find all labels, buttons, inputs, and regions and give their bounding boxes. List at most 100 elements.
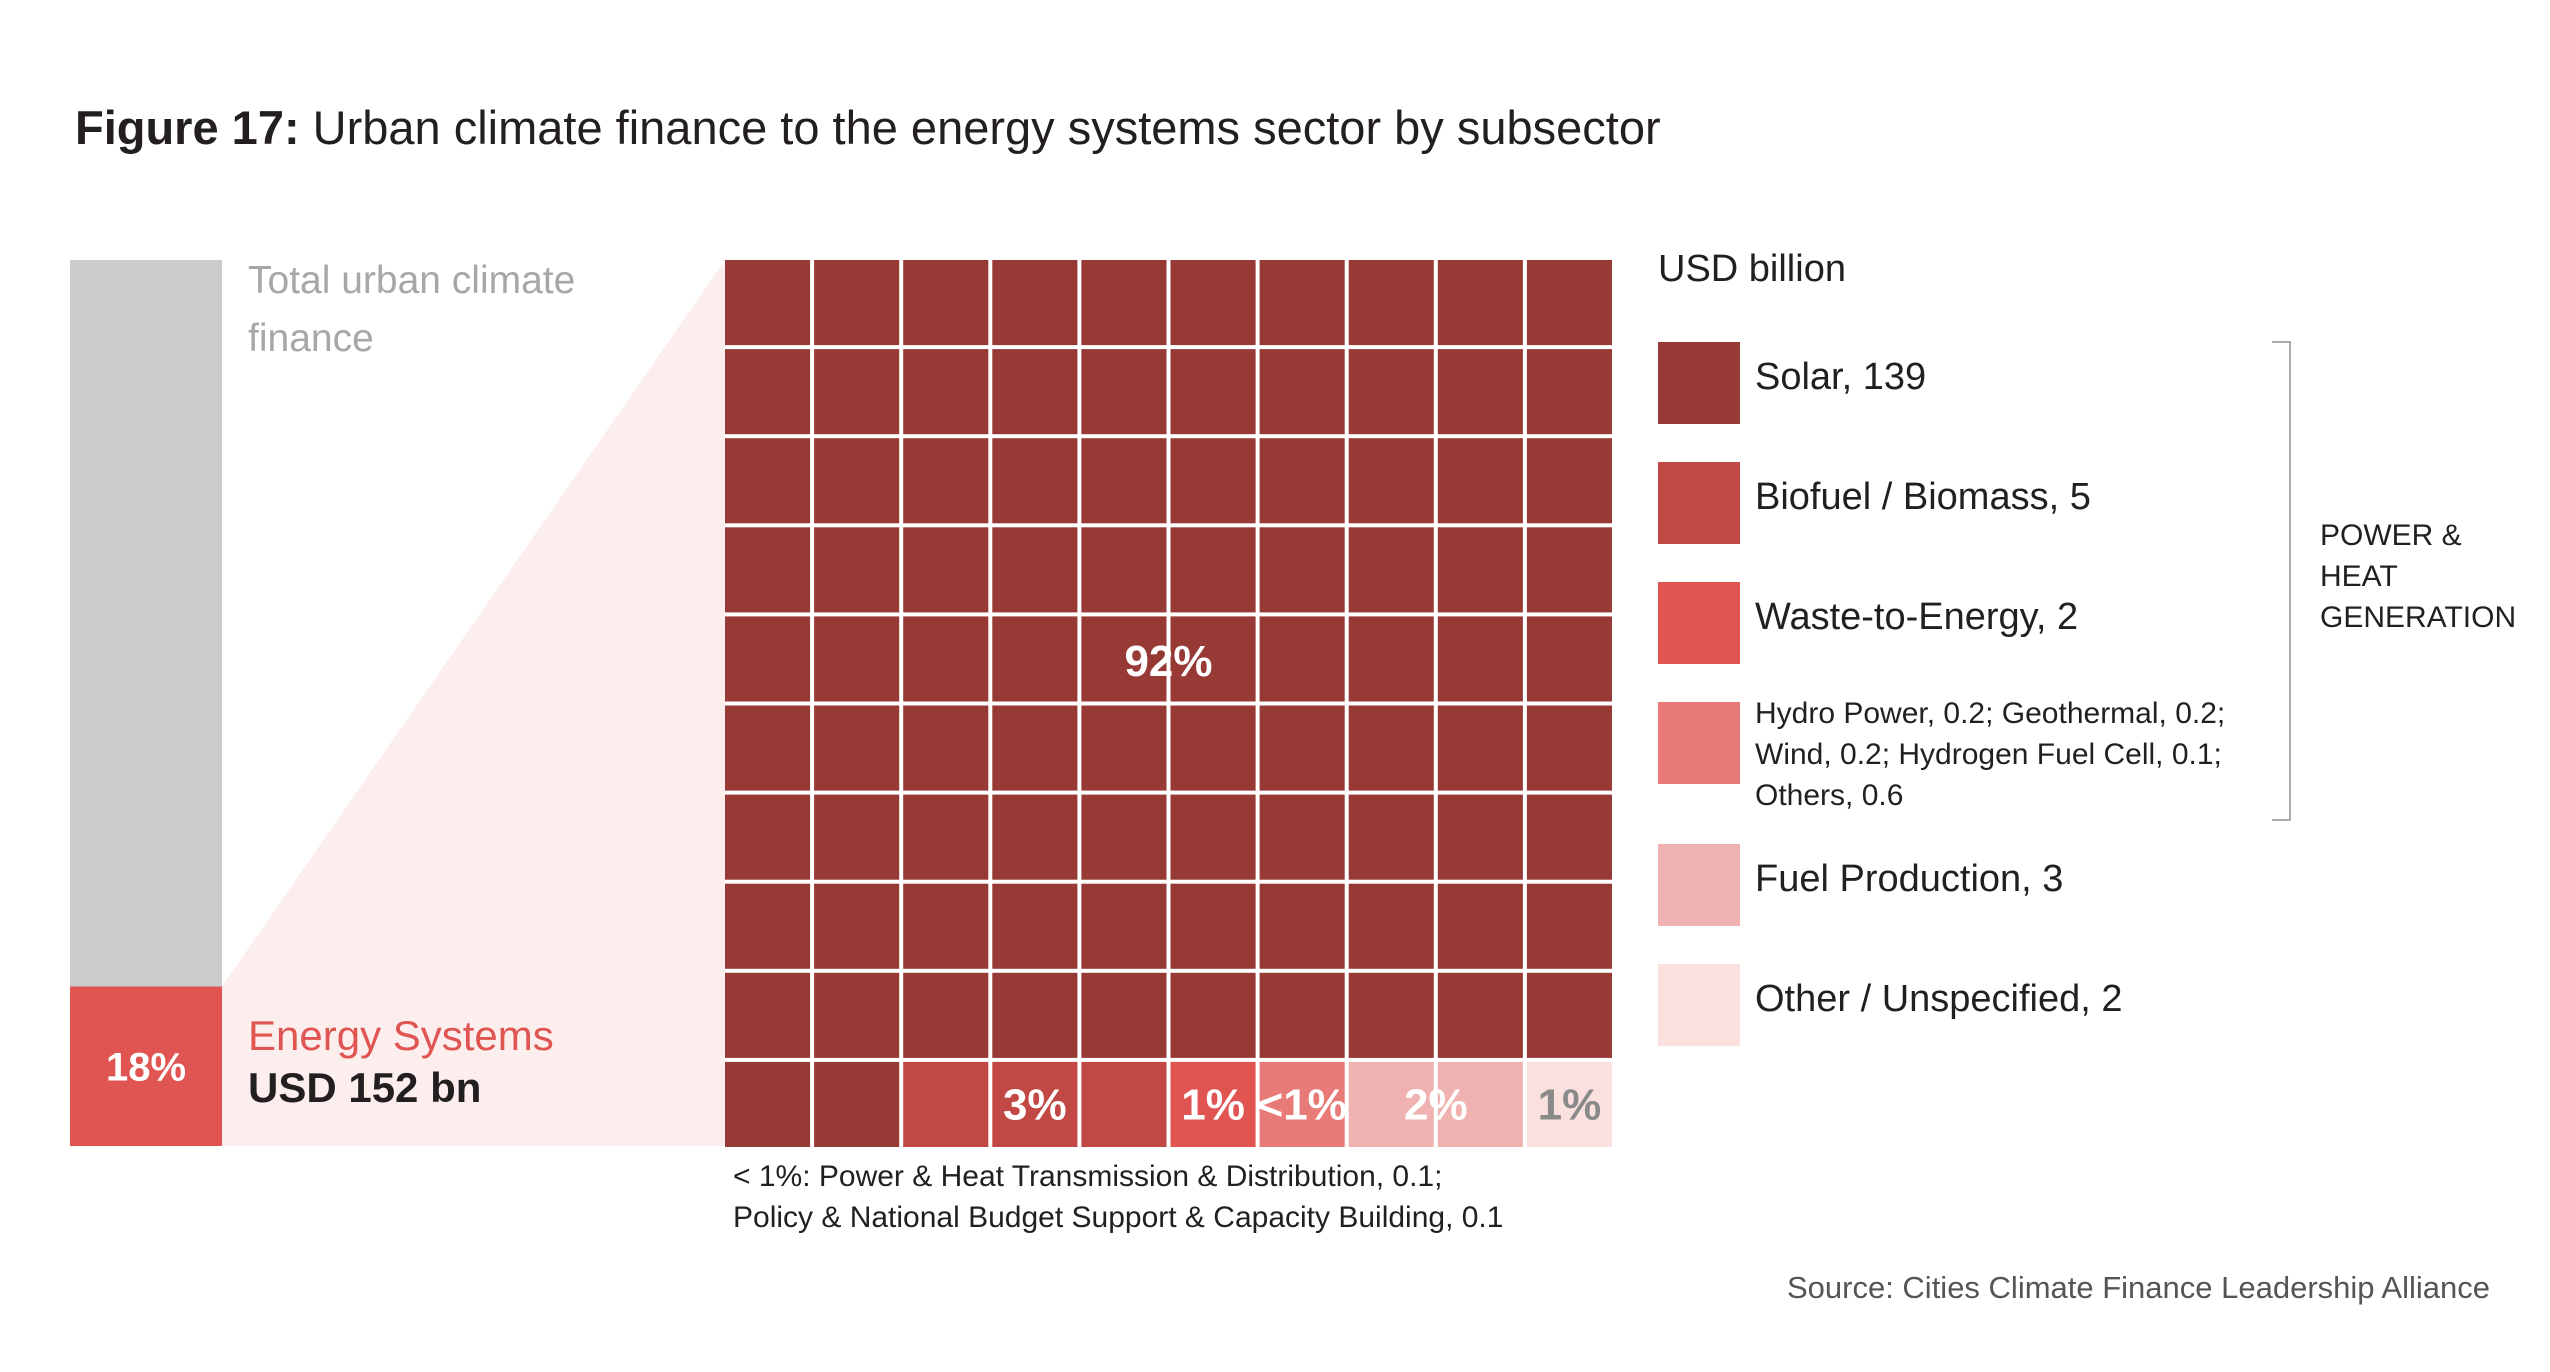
legend-swatch — [1658, 582, 1740, 664]
waffle-cell — [1437, 794, 1523, 880]
waffle-grid — [725, 260, 1612, 1147]
waffle-cell — [1526, 972, 1612, 1058]
waffle-cell — [725, 527, 811, 613]
waffle-cell — [1526, 883, 1612, 969]
legend-swatch — [1658, 462, 1740, 544]
legend-item-hydro-line3: Others, 0.6 — [1755, 779, 1904, 812]
waffle-cell — [903, 883, 989, 969]
waffle-cell — [1348, 616, 1434, 702]
legend-item-hydro-line2: Wind, 0.2; Hydrogen Fuel Cell, 0.1; — [1755, 738, 2222, 771]
waffle-cell — [1081, 794, 1167, 880]
waffle-cell — [992, 527, 1078, 613]
legend-swatch — [1658, 964, 1740, 1046]
waffle-cell — [1348, 1061, 1434, 1147]
waffle-cell — [903, 616, 989, 702]
legend-group-bracket — [2272, 341, 2291, 821]
waffle-cell — [1526, 260, 1612, 346]
waffle-cell — [1259, 1061, 1345, 1147]
source-note: Source: Cities Climate Finance Leadershi… — [1786, 1270, 2490, 1305]
waffle-cell — [1170, 349, 1256, 435]
waffle-cell — [814, 972, 900, 1058]
waffle-cell — [1081, 883, 1167, 969]
waffle-cell — [1348, 883, 1434, 969]
legend-swatch — [1658, 844, 1740, 926]
waffle-cell — [903, 794, 989, 880]
waffle-cell — [1348, 438, 1434, 524]
waffle-cell — [1526, 438, 1612, 524]
legend-item-waste-to-energy: Waste-to-Energy, 2 — [1755, 596, 2079, 638]
waffle-cell — [814, 616, 900, 702]
waffle-percent-label: 2% — [1404, 1080, 1468, 1129]
waffle-cell — [903, 527, 989, 613]
waffle-cell — [1437, 883, 1523, 969]
waffle-cell — [1259, 349, 1345, 435]
waffle-cell — [725, 883, 811, 969]
waffle-cell — [992, 794, 1078, 880]
waffle-cell — [992, 883, 1078, 969]
waffle-cell — [1170, 883, 1256, 969]
waffle-cell — [814, 349, 900, 435]
waffle-cell — [725, 260, 811, 346]
waffle-percent-label: 92% — [1124, 637, 1212, 686]
waffle-cell — [1081, 527, 1167, 613]
waffle-cell — [1526, 705, 1612, 791]
waffle-percent-label: <1% — [1258, 1080, 1347, 1129]
waffle-cell — [1348, 527, 1434, 613]
waffle-cell — [1259, 972, 1345, 1058]
figure-label: Figure 17: — [75, 101, 300, 154]
waffle-cell — [725, 616, 811, 702]
waffle-cell — [992, 1061, 1078, 1147]
waffle-cell — [725, 438, 811, 524]
waffle-cell — [903, 349, 989, 435]
waffle-cell — [903, 1061, 989, 1147]
legend-group-label: POWER & HEAT GENERATION — [2320, 519, 2517, 634]
waffle-cell — [1348, 794, 1434, 880]
footnote-line1: < 1%: Power & Heat Transmission & Distri… — [733, 1160, 1443, 1193]
waffle-cell — [1437, 349, 1523, 435]
waffle-cell — [1526, 794, 1612, 880]
waffle-cell — [814, 438, 900, 524]
legend-item-solar: Solar, 139 — [1755, 356, 1927, 398]
waffle-cell — [1437, 260, 1523, 346]
legend-item-biofuel: Biofuel / Biomass, 5 — [1755, 476, 2091, 518]
waffle-percent-labels: 92% 3% 1% <1% 2% 1% — [1003, 637, 1601, 1129]
waffle-cell — [1170, 616, 1256, 702]
waffle-cell — [1348, 349, 1434, 435]
waffle-cell — [725, 794, 811, 880]
waffle-cell — [1170, 1061, 1256, 1147]
waffle-cell — [992, 438, 1078, 524]
legend-swatches — [1658, 342, 1740, 1046]
waffle-cell — [1081, 616, 1167, 702]
waffle-cell — [1081, 1061, 1167, 1147]
waffle-cell — [1259, 260, 1345, 346]
waffle-cell — [1170, 794, 1256, 880]
waffle-cell — [725, 1061, 811, 1147]
waffle-cell — [903, 438, 989, 524]
waffle-cell — [992, 972, 1078, 1058]
energy-systems-bar — [70, 986, 222, 1146]
waffle-percent-label: 1% — [1538, 1080, 1602, 1129]
total-finance-label: Total urban climate finance — [248, 259, 576, 360]
waffle-cell — [1437, 705, 1523, 791]
waffle-cell — [1081, 705, 1167, 791]
waffle-cell — [1259, 705, 1345, 791]
legend-item-fuel-production: Fuel Production, 3 — [1755, 858, 2064, 900]
waffle-cell — [814, 794, 900, 880]
energy-systems-amount: USD 152 bn — [248, 1064, 482, 1111]
figure-title-text: Urban climate finance to the energy syst… — [312, 101, 1661, 154]
waffle-cell — [1081, 349, 1167, 435]
waffle-cell — [1348, 705, 1434, 791]
waffle-cell — [1348, 972, 1434, 1058]
waffle-cell — [1081, 972, 1167, 1058]
legend-unit: USD billion — [1658, 248, 1846, 290]
waffle-cell — [814, 705, 900, 791]
waffle-cell — [992, 616, 1078, 702]
waffle-percent-label: 3% — [1003, 1080, 1067, 1129]
waffle-cell — [1170, 260, 1256, 346]
waffle-cell — [903, 260, 989, 346]
waffle-cell — [814, 527, 900, 613]
waffle-cell — [1170, 438, 1256, 524]
legend-item-hydro-etc: Hydro Power, 0.2; Geothermal, 0.2; Wind,… — [1755, 693, 2225, 816]
waffle-cell — [1437, 616, 1523, 702]
waffle-cell — [992, 349, 1078, 435]
